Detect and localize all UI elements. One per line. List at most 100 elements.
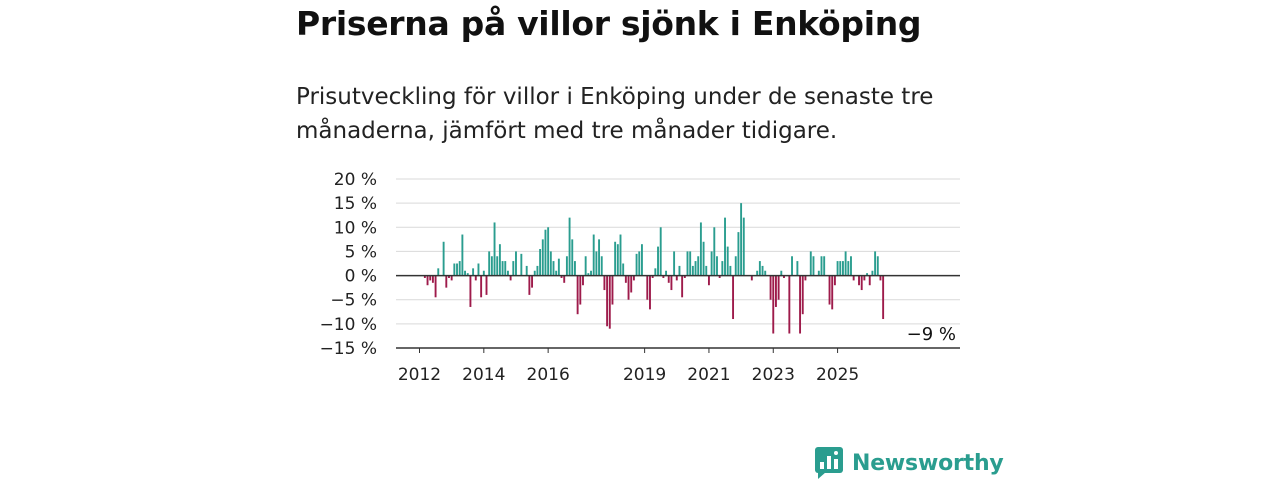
bar [812,256,815,276]
bar [490,256,493,276]
newsworthy-logo: Newsworthy [815,446,1004,480]
bar [726,246,729,276]
bar [504,261,507,276]
bar [614,241,617,276]
bar [876,256,879,276]
bar [756,270,759,276]
bar [769,275,772,300]
bar [860,275,863,291]
bar [616,244,619,276]
y-tick-label: 20 % [334,170,377,190]
bar [713,227,716,276]
bar [836,261,839,276]
bar [799,275,802,334]
bar [718,275,721,278]
bar [697,256,700,276]
bar [659,227,662,276]
bar [474,275,477,281]
bar [694,261,697,276]
bar [431,275,434,283]
y-tick-label: −15 % [320,339,377,359]
bar [563,275,566,283]
bar [496,256,499,276]
bar [675,275,678,281]
bar [828,275,831,305]
bar [858,275,860,286]
bar [571,239,574,276]
y-tick-label: 0 % [345,267,377,287]
y-tick-label: 10 % [334,218,377,238]
x-tick-label: 2019 [623,365,666,385]
x-tick-label: 2025 [816,365,859,385]
bar [635,253,638,276]
bar [801,275,804,315]
chart-title: Priserna på villor sjönk i Enköping [296,4,922,43]
bar [525,265,528,276]
bar [871,270,874,276]
bar [520,253,523,276]
bar [764,270,767,276]
bar [783,275,785,278]
bar [480,275,483,298]
x-tick-label: 2012 [398,365,441,385]
bar [774,275,777,307]
chart-subtitle: Prisutveckling för villor i Enköping und… [296,84,934,144]
bar [453,263,456,276]
bar [831,275,834,310]
bar [683,275,686,278]
last-value-annotation: −9 % [907,324,956,345]
bar [850,256,852,276]
bar [611,275,614,305]
bar [582,275,584,286]
bar [724,217,726,276]
bar [737,232,740,276]
bar [689,251,692,276]
bar [705,265,708,276]
bar [469,275,472,307]
bar [678,265,681,276]
bar [866,273,869,276]
bar [710,251,713,276]
bar [464,270,467,276]
bar [547,227,550,276]
bar [651,275,654,278]
bar [667,275,670,283]
bar [796,261,799,276]
bar [622,263,625,276]
bar [587,273,590,276]
bar [817,270,820,276]
bar [501,261,504,276]
bar [536,265,539,276]
bar [598,239,601,276]
bar [844,251,847,276]
bar [512,261,515,276]
bar [608,275,611,329]
bar [533,270,536,276]
bar [565,256,568,276]
bar [429,275,432,281]
bar [702,241,705,276]
bar [627,275,630,300]
bar [780,270,783,276]
bar [456,263,458,276]
bar [839,261,842,276]
bar [450,275,453,281]
bar [863,275,866,281]
bar [590,270,592,276]
bar [665,270,668,276]
bar [777,275,780,300]
bar [445,275,448,288]
bar [549,251,552,276]
bar [707,275,710,286]
bar [874,251,877,276]
bar [477,263,480,276]
x-tick-label: 2021 [687,365,730,385]
bar [758,261,761,276]
bar [442,241,445,276]
bar [740,203,743,276]
bar [624,275,627,283]
bar [699,222,702,276]
bar [506,270,509,276]
bar [619,234,622,276]
bar [879,275,882,281]
